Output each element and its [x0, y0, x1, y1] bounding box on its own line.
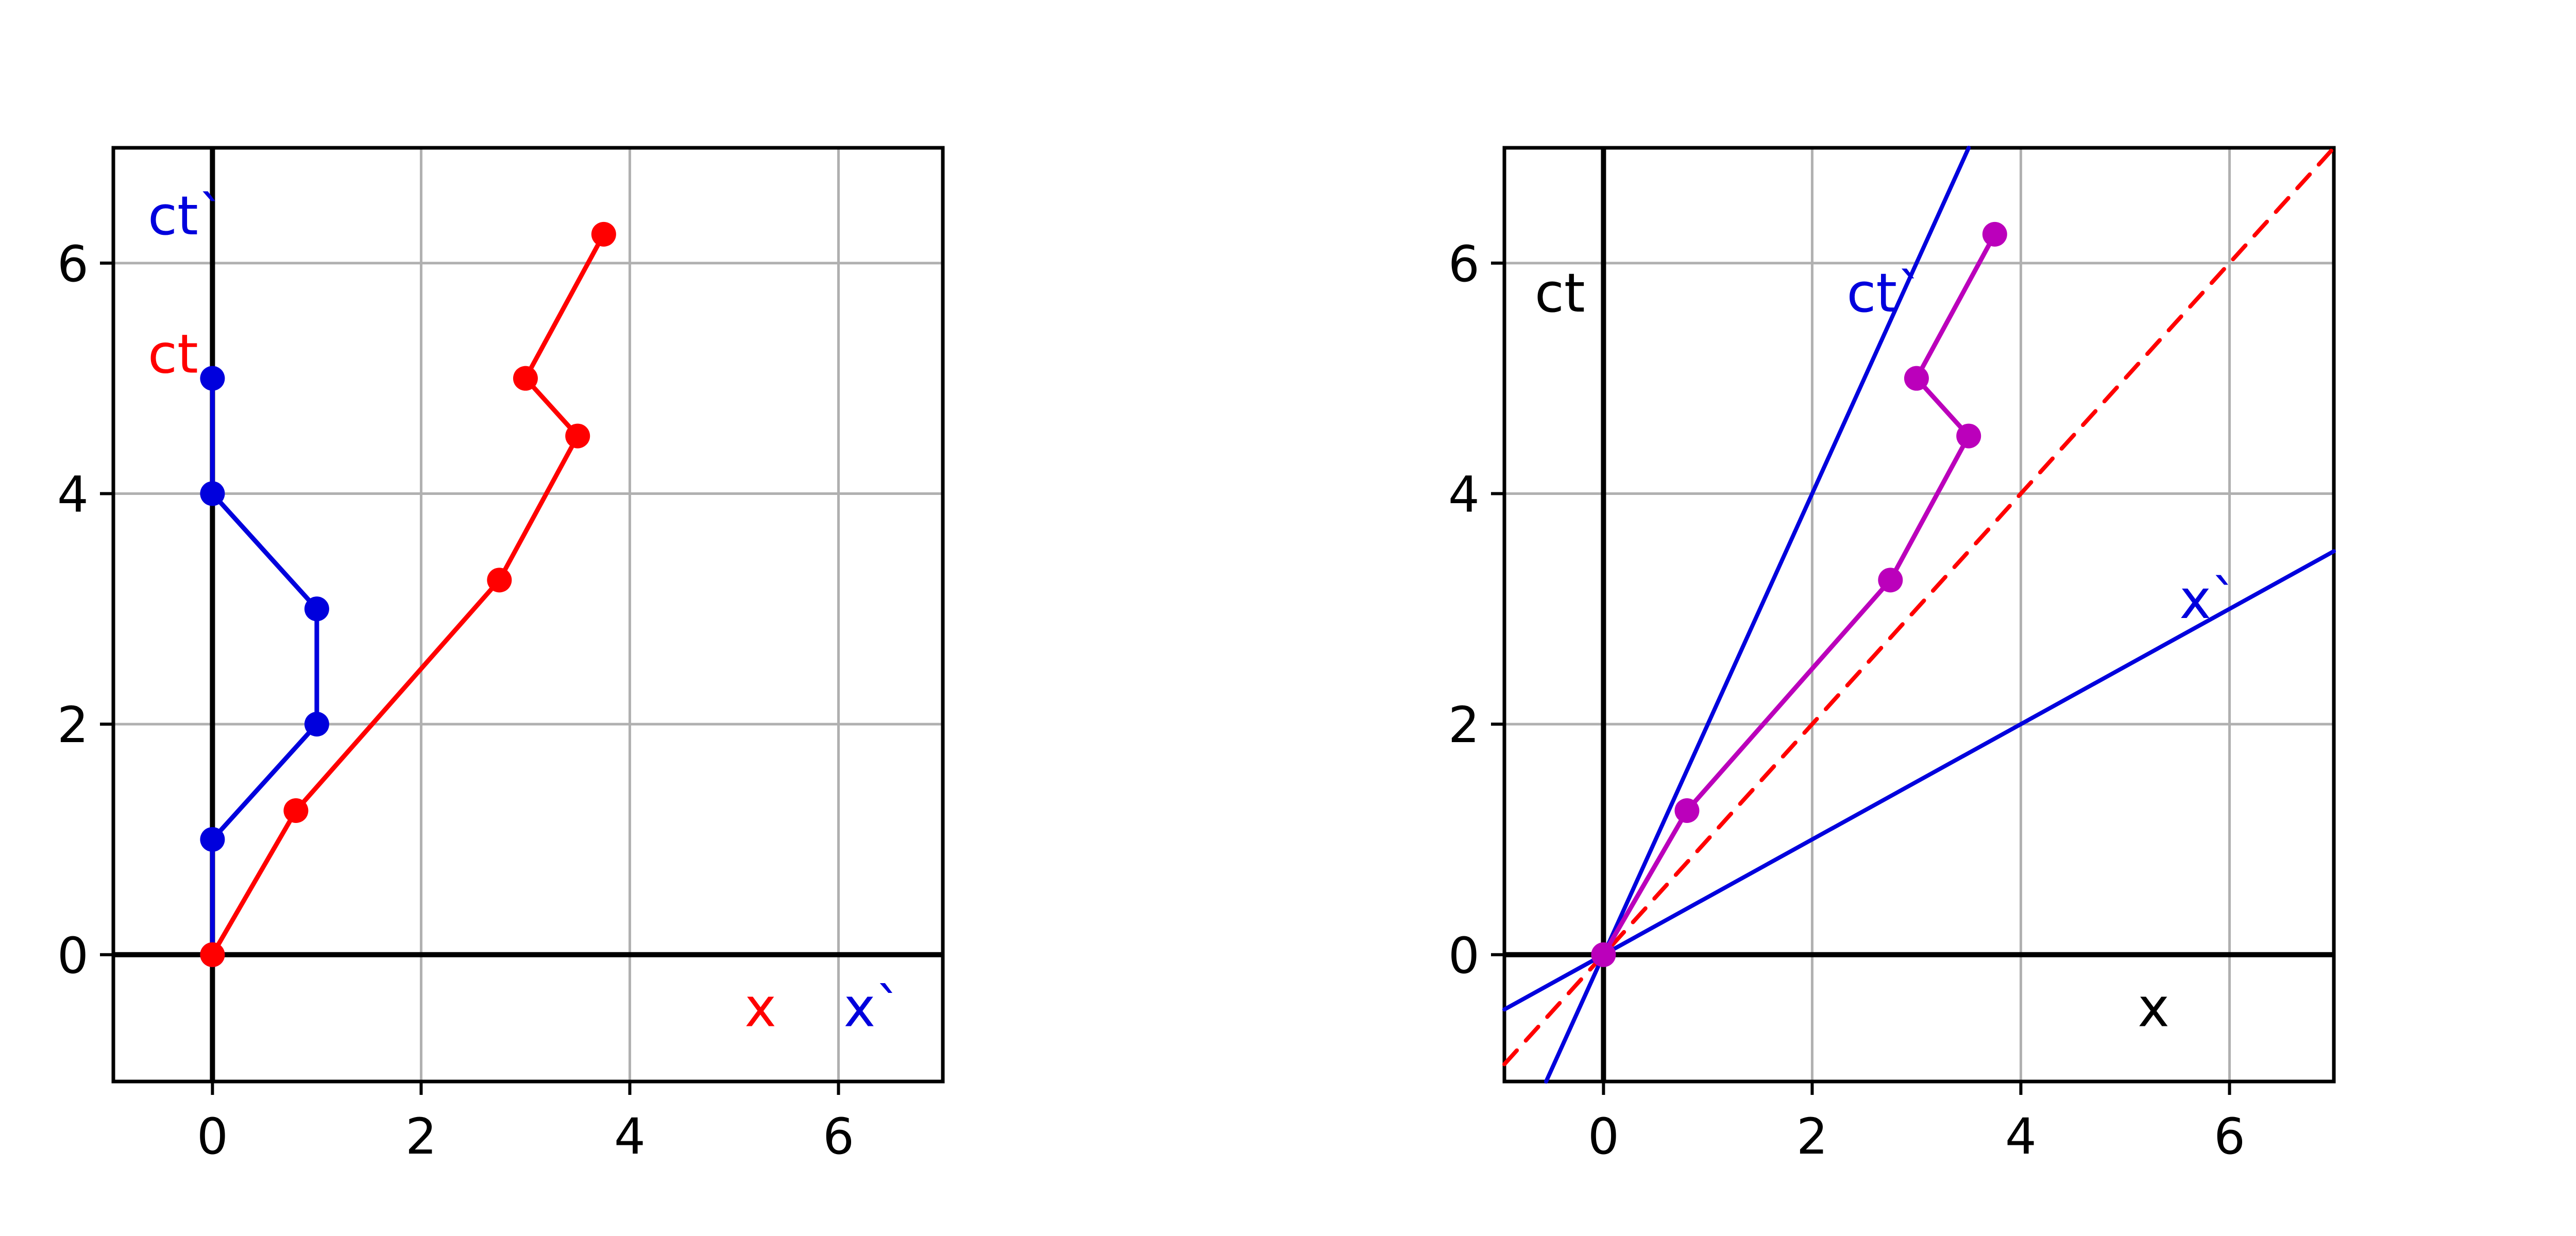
right-plot-annotations: ct ct` x` x [1535, 262, 2238, 1039]
x-tick-label: 6 [2214, 1108, 2245, 1165]
left-plot-zero-lines [113, 148, 943, 1082]
x-tick-label: 0 [197, 1108, 228, 1165]
series-line [210, 232, 606, 957]
x-tick-label: 2 [405, 1108, 437, 1165]
left-plot-frame [111, 146, 945, 1084]
data-point-marker [1904, 366, 1929, 391]
x-tick-label: 2 [1797, 1108, 1828, 1165]
axis-annotation-label: x` [2179, 568, 2238, 631]
axis-annotation-label: ct` [1846, 262, 1924, 324]
series-line [1601, 232, 1997, 957]
data-point-marker [200, 481, 225, 506]
y-tick-label: 4 [1448, 466, 1480, 523]
series-line [1544, 146, 1971, 1084]
data-point-marker [1674, 798, 1700, 823]
right-plot-frame [1502, 146, 2336, 1084]
x-tick-label: 4 [614, 1108, 646, 1165]
series-line [1502, 146, 2336, 1067]
y-tick-label: 0 [57, 927, 89, 985]
right-plot-svg: 0 2 4 6 0 2 4 6 ct ct` x` x [1448, 146, 2336, 1165]
data-point-marker [565, 423, 590, 449]
data-point-marker [1982, 221, 2007, 247]
right-plot-ticks [1491, 261, 2231, 1095]
right-plot-panel: 0 2 4 6 0 2 4 6 ct ct` x` x [1391, 0, 2576, 1236]
axis-annotation-label: ct [1535, 262, 1585, 324]
right-plot-zero-lines [1504, 148, 2334, 1082]
axis-annotation-label: x [2138, 976, 2170, 1039]
right-plot-reference-lines [1502, 146, 2336, 1084]
data-point-marker [513, 366, 538, 391]
data-point-marker [304, 712, 329, 737]
data-point-marker [1878, 568, 1903, 593]
data-point-marker [304, 596, 329, 622]
right-plot-tick-labels: 0 2 4 6 0 2 4 6 [1448, 235, 2245, 1165]
left-plot-gridlines [113, 148, 943, 1082]
right-plot-series [1591, 221, 2007, 967]
series-line [1502, 549, 2336, 1012]
y-tick-label: 0 [1448, 927, 1480, 985]
data-point-marker [283, 798, 309, 823]
left-plot-ticks [100, 261, 840, 1095]
x-tick-label: 6 [823, 1108, 854, 1165]
x-tick-label: 0 [1588, 1108, 1619, 1165]
data-point-marker [591, 221, 616, 247]
y-tick-label: 6 [57, 235, 89, 293]
data-point-marker [1591, 942, 1616, 967]
y-tick-label: 2 [57, 696, 89, 754]
axis-annotation-label: ct [148, 322, 198, 385]
data-point-marker [200, 366, 225, 391]
left-plot-series [200, 221, 616, 967]
y-tick-label: 4 [57, 466, 89, 523]
axis-annotation-label: x [744, 976, 776, 1039]
y-tick-label: 2 [1448, 696, 1480, 754]
data-point-marker [200, 827, 225, 852]
data-point-marker [1956, 423, 1981, 449]
axis-annotation-label: ct` [148, 184, 225, 247]
left-plot-svg: 0 2 4 6 0 2 4 6 ct` ct x x` [57, 146, 945, 1165]
data-point-marker [200, 942, 225, 967]
data-point-marker [487, 568, 512, 593]
left-plot-tick-labels: 0 2 4 6 0 2 4 6 [57, 235, 854, 1165]
y-tick-label: 6 [1448, 235, 1480, 293]
series-line [210, 376, 319, 957]
x-tick-label: 4 [2005, 1108, 2037, 1165]
left-plot-panel: 0 2 4 6 0 2 4 6 ct` ct x x` [57, 146, 945, 1165]
left-plot-annotations: ct` ct x x` [148, 184, 902, 1039]
axis-annotation-label: x` [844, 976, 903, 1039]
